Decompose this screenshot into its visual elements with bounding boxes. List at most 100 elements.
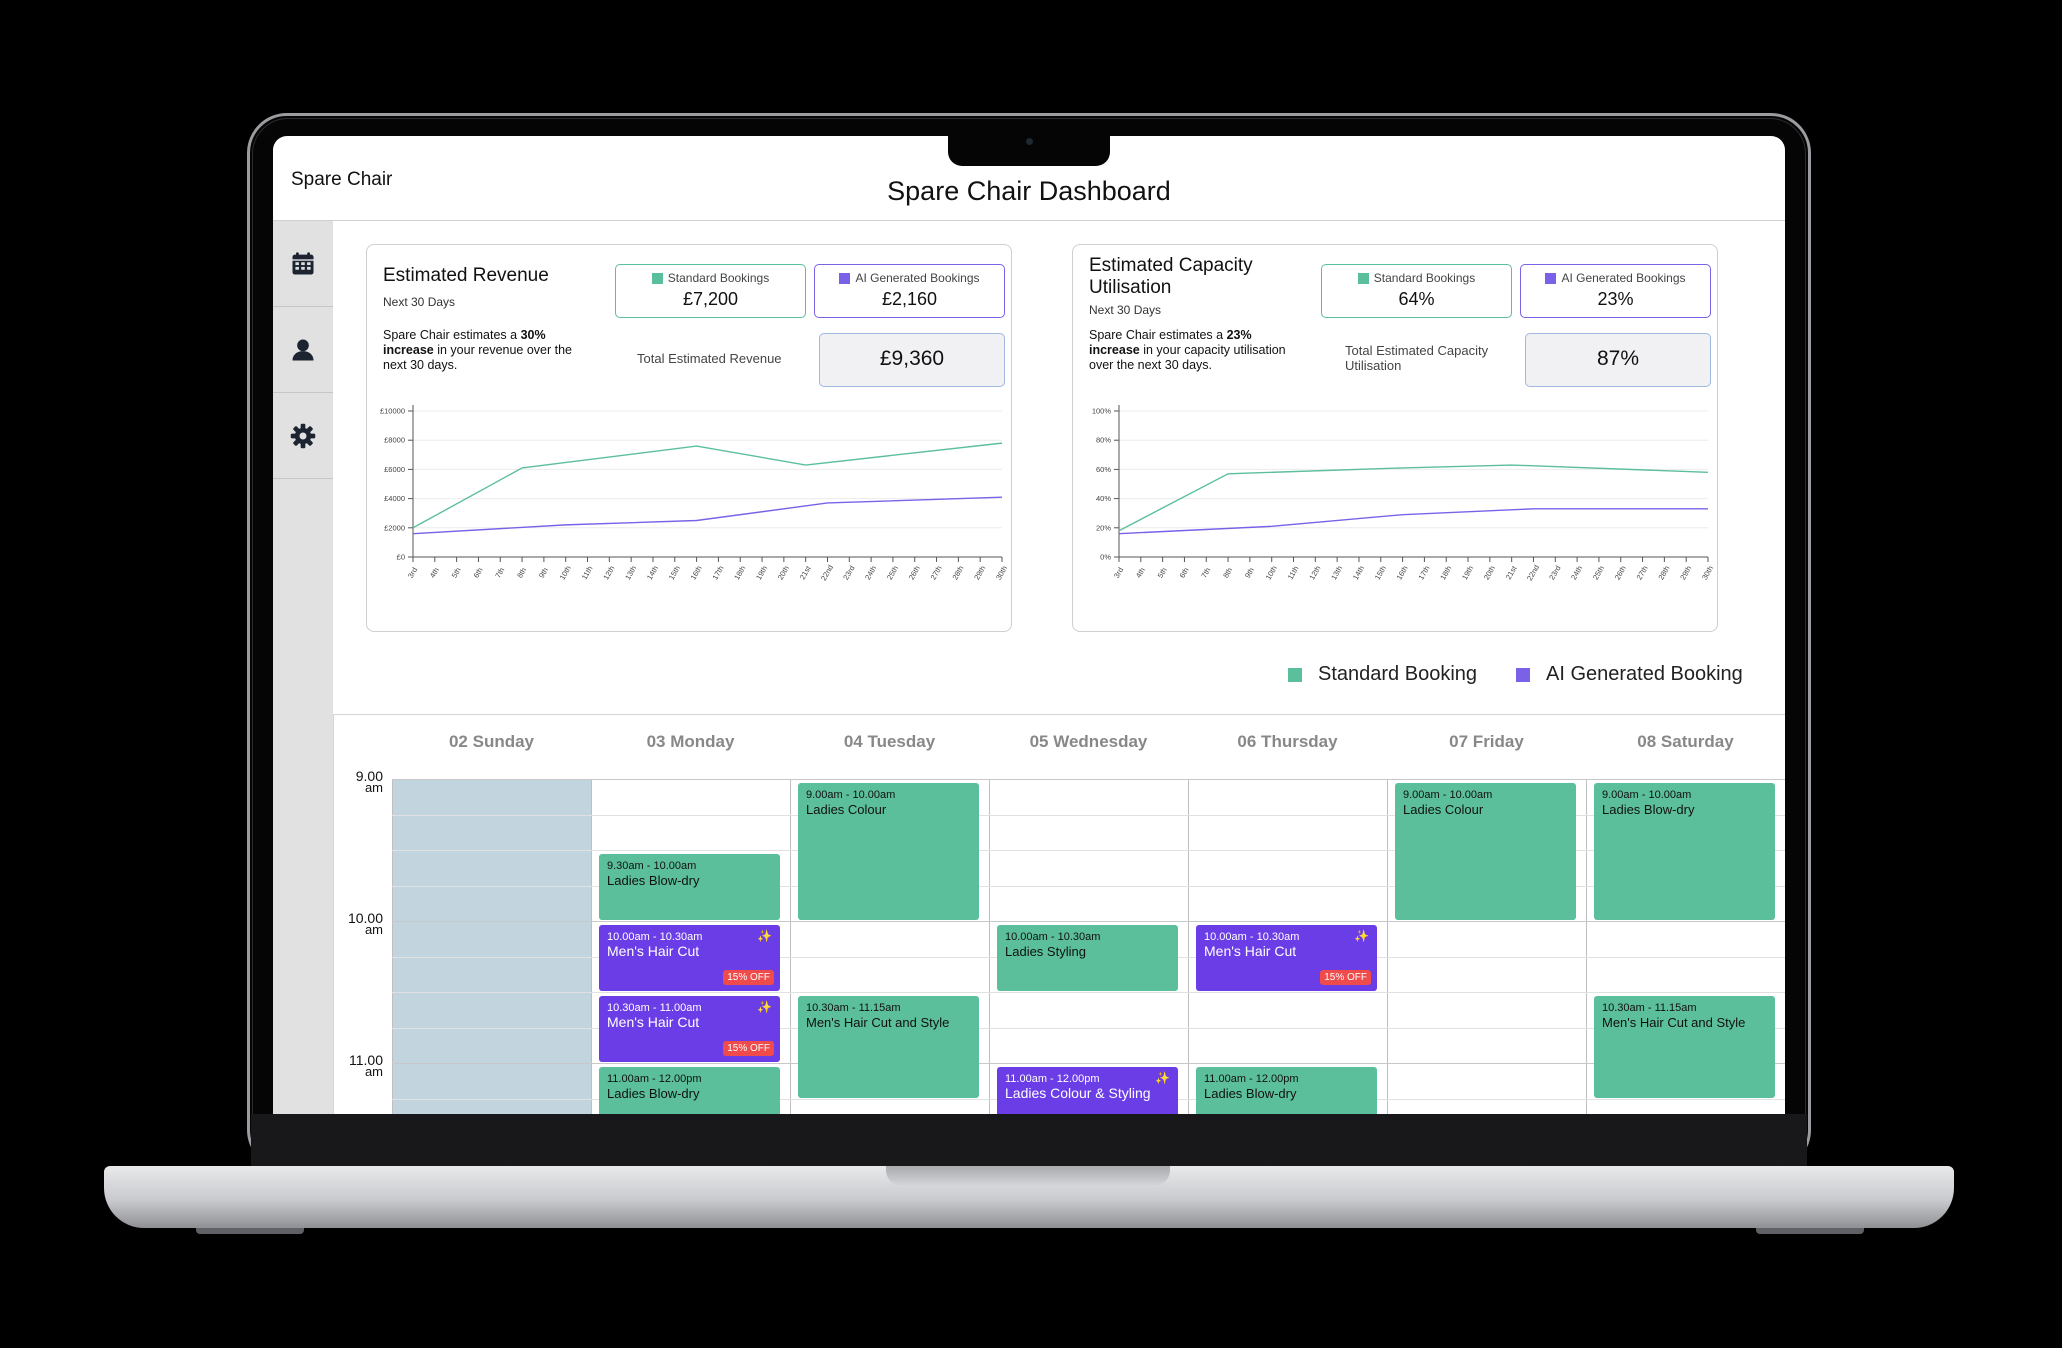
event-time: 10.30am - 11.00am [607, 1002, 702, 1014]
event-title: Men's Hair Cut and Style [806, 1015, 950, 1030]
time-slot-line [392, 921, 1785, 922]
card-title: Estimated Capacity Utilisation [1089, 255, 1253, 298]
x-tick-label: 7th [493, 566, 506, 580]
y-tick-label: 100% [1092, 407, 1112, 416]
gear-icon [290, 423, 316, 448]
y-tick-label: £8000 [384, 436, 405, 445]
event-time: 11.00am - 12.00pm [607, 1073, 702, 1085]
standard-booking-event[interactable]: 11.00am - 12.00pm Ladies Blow-dry [599, 1067, 780, 1114]
screen: Spare Chair Spare Chair Dashboard [273, 136, 1785, 1114]
ai-booking-event[interactable]: 10.00am - 10.30am Men's Hair Cut ✨ 15% OFF [599, 925, 780, 991]
event-time: 10.30am - 11.15am [806, 1002, 901, 1014]
day-header[interactable]: 06 Thursday [1237, 732, 1338, 751]
standard-booking-event[interactable]: 10.30am - 11.15am Men's Hair Cut and Styl… [798, 996, 979, 1098]
ai-booking-event[interactable]: 10.30am - 11.00am Men's Hair Cut ✨ 15% OFF [599, 996, 780, 1062]
event-title: Men's Hair Cut [1204, 943, 1297, 959]
event-time: 10.00am - 10.30am [1005, 931, 1101, 943]
x-tick-label: 23rd [1547, 564, 1562, 582]
sparkle-icon: ✨ [757, 929, 772, 943]
x-tick-label: 20th [1482, 564, 1497, 581]
standard-booking-event[interactable]: 9.00am - 10.00am Ladies Colour [798, 783, 979, 920]
day-header[interactable]: 02 Sunday [448, 732, 535, 751]
header-divider [273, 220, 1785, 221]
x-tick-label: 5th [450, 566, 463, 580]
y-tick-label: 0% [1100, 553, 1111, 562]
x-tick-label: 21st [798, 564, 813, 582]
x-tick-label: 18th [1438, 564, 1453, 581]
x-tick-label: 27th [929, 564, 944, 581]
day-column-divider [1586, 779, 1587, 1114]
standard-booking-event[interactable]: 10.00am - 10.30am Ladies Styling [997, 925, 1178, 991]
standard-booking-event[interactable]: 10.30am - 11.15am Men's Hair Cut and Styl… [1594, 996, 1775, 1098]
y-tick-label: £10000 [380, 407, 405, 416]
standard-booking-event[interactable]: 9.30am - 10.00am Ladies Blow-dry [599, 854, 780, 920]
x-tick-label: 7th [1199, 566, 1212, 580]
event-title: Ladies Blow-dry [607, 1086, 700, 1101]
legend-label: AI Generated Booking [1546, 663, 1743, 685]
x-tick-label: 9th [537, 566, 550, 580]
y-tick-label: £4000 [384, 494, 405, 503]
card-title: Estimated Revenue [383, 265, 549, 286]
day-header[interactable]: 05 Wednesday [1029, 732, 1148, 751]
legend-swatch [1288, 667, 1302, 682]
week-calendar: 02 Sunday 03 Monday 04 Tuesday 05 Wednesday… [333, 714, 1785, 1114]
sidebar-item-users[interactable] [273, 307, 333, 393]
unavailable-day-block [392, 779, 591, 1114]
revenue-card: Estimated Revenue Next 30 Days Spare Cha… [366, 244, 1012, 632]
standard-booking-event[interactable]: 9.00am - 10.00am Ladies Colour [1395, 783, 1576, 920]
standard-booking-event[interactable]: 11.00am - 12.00pm Ladies Blow-dry [1196, 1067, 1377, 1114]
x-tick-label: 17th [1416, 564, 1431, 581]
x-tick-label: 26th [907, 564, 922, 581]
ai-booking-event[interactable]: 10.00am - 10.30am Men's Hair Cut ✨ 15% OFF [1196, 925, 1377, 991]
x-tick-label: 12th [601, 564, 616, 581]
stat-label: Standard Bookings [1373, 271, 1476, 285]
sidebar-item-settings[interactable] [273, 393, 333, 479]
event-title: Ladies Blow-dry [1602, 802, 1695, 817]
legend-label: Standard Booking [1318, 663, 1478, 685]
event-title: Ladies Colour & Styling [1005, 1085, 1151, 1101]
sidebar [273, 221, 333, 1114]
event-time: 9.00am - 10.00am [806, 789, 896, 801]
x-tick-label: 17th [710, 564, 725, 581]
x-tick-label: 15th [1373, 564, 1388, 581]
x-tick-label: 3rd [1112, 566, 1125, 580]
event-time: 9.00am - 10.00am [1602, 789, 1692, 801]
x-tick-label: 8th [515, 566, 528, 580]
card-subtitle: Next 30 Days [383, 295, 456, 309]
x-tick-label: 13th [1329, 564, 1344, 581]
standard-booking-event[interactable]: 9.00am - 10.00am Ladies Blow-dry [1594, 783, 1775, 920]
sidebar-item-calendar[interactable] [273, 221, 333, 307]
x-tick-label: 5th [1156, 566, 1169, 580]
event-title: Ladies Blow-dry [1204, 1086, 1297, 1101]
card-description: Spare Chair estimates a 30% increase in … [383, 328, 573, 372]
x-tick-label: 30th [994, 564, 1009, 581]
day-header[interactable]: 07 Friday [1449, 732, 1524, 751]
day-header[interactable]: 08 Saturday [1637, 732, 1734, 751]
day-column-divider [1387, 779, 1388, 1114]
day-header[interactable]: 03 Monday [646, 732, 735, 751]
time-label: 9.00 am [355, 768, 383, 795]
y-tick-label: 60% [1096, 465, 1111, 474]
laptop-opening-groove [886, 1166, 1170, 1186]
day-header[interactable]: 04 Tuesday [843, 732, 936, 751]
day-column-divider [790, 779, 791, 1114]
x-tick-label: 10th [558, 564, 573, 581]
x-tick-label: 27th [1635, 564, 1650, 581]
x-tick-label: 6th [1178, 566, 1191, 580]
legend-ai: AI Generated Booking [1516, 663, 1743, 686]
x-tick-label: 29th [1678, 564, 1693, 581]
ai-booking-event[interactable]: 11.00am - 12.00pm Ladies Colour & Styling… [997, 1067, 1178, 1114]
capacity-card: Estimated Capacity Utilisation Next 30 D… [1072, 244, 1718, 632]
stat-label: AI Generated Bookings [855, 271, 980, 285]
event-time: 9.00am - 10.00am [1403, 789, 1493, 801]
app-brand[interactable]: Spare Chair [291, 169, 393, 190]
y-tick-label: £0 [397, 553, 405, 562]
standard-bookings-stat: Standard Bookings £7,200 [615, 264, 806, 318]
stat-label: Standard Bookings [667, 271, 770, 285]
total-label: Total Estimated Revenue [637, 351, 782, 366]
x-tick-label: 9th [1243, 566, 1256, 580]
ai-series-line [1118, 508, 1708, 535]
event-title: Men's Hair Cut [607, 1014, 700, 1030]
event-title: Ladies Colour [1403, 802, 1484, 817]
x-tick-label: 4th [1134, 566, 1147, 580]
